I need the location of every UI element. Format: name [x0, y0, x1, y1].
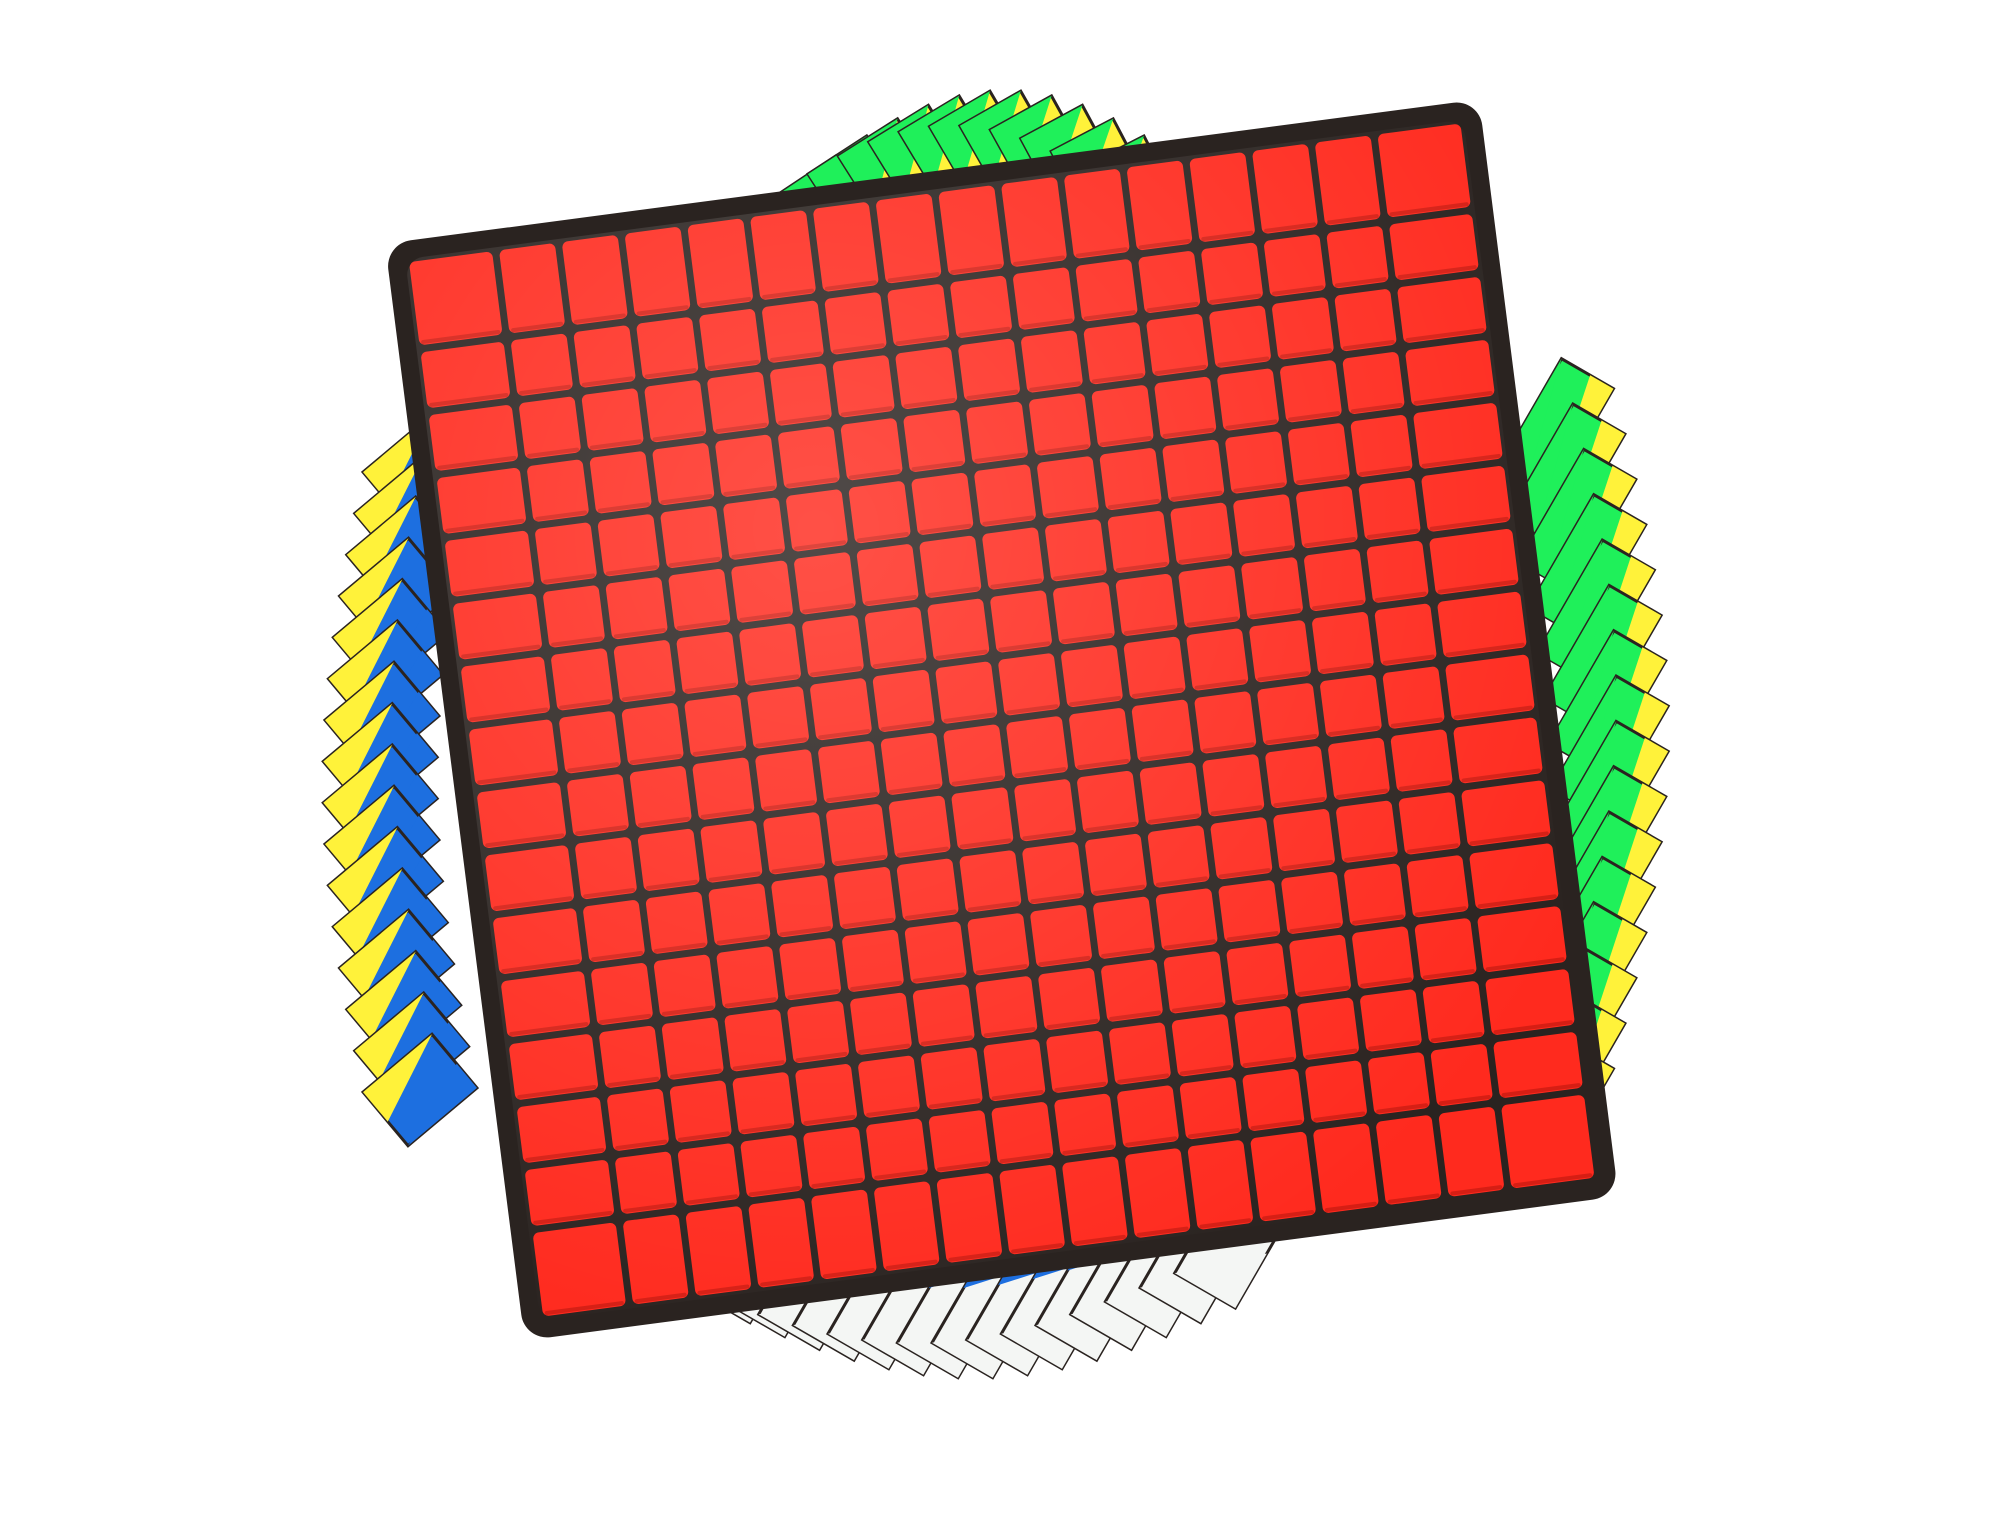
front-face-red — [388, 102, 1616, 1338]
face-highlight — [407, 121, 1597, 1319]
layer-tooth-left — [360, 1032, 480, 1148]
